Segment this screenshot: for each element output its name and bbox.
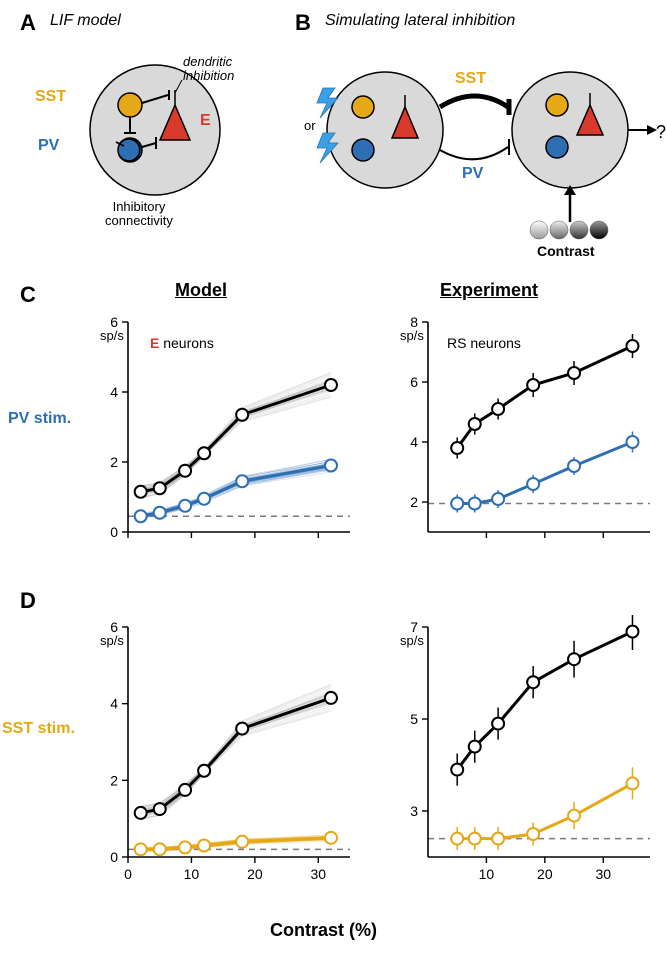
svg-text:sp/s: sp/s (400, 328, 424, 343)
panel-b-sst-label: SST (455, 70, 486, 88)
panel-a-letter: A (20, 10, 36, 36)
panel-b-letter: B (295, 10, 311, 36)
svg-text:2: 2 (110, 454, 118, 470)
svg-text:0: 0 (124, 866, 132, 882)
plot-model-pv: 0246sp/s (80, 310, 360, 580)
panel-a-e-label: E (200, 112, 211, 130)
plot-exp-sst: 102030357sp/s (380, 615, 660, 905)
panel-b-q: ? (656, 122, 666, 143)
svg-text:4: 4 (410, 434, 418, 450)
panel-d-letter: D (20, 588, 36, 614)
panel-b-contrast-label: Contrast (537, 243, 595, 259)
svg-text:4: 4 (110, 384, 118, 400)
panel-b-diagram (295, 35, 665, 255)
model-header: Model (175, 280, 227, 301)
svg-text:2: 2 (410, 494, 418, 510)
svg-text:sp/s: sp/s (400, 633, 424, 648)
panel-c-letter: C (20, 282, 36, 308)
panel-b-or: or (304, 118, 316, 133)
sst-stim-label: SST stim. (2, 720, 75, 738)
panel-b-title: Simulating lateral inhibition (325, 12, 515, 30)
panel-a-dend-label: dendriticinhibition (183, 55, 234, 84)
panel-a-title: LIF model (50, 12, 121, 30)
svg-text:5: 5 (410, 711, 418, 727)
panel-a-pv-label: PV (38, 137, 59, 155)
svg-text:10: 10 (184, 866, 200, 882)
svg-text:20: 20 (247, 866, 263, 882)
svg-text:4: 4 (110, 696, 118, 712)
e-neurons-label: E neurons (150, 335, 214, 351)
svg-text:10: 10 (479, 866, 495, 882)
svg-text:6: 6 (410, 374, 418, 390)
svg-text:0: 0 (110, 849, 118, 865)
svg-text:sp/s: sp/s (100, 328, 124, 343)
experiment-header: Experiment (440, 280, 538, 301)
svg-text:sp/s: sp/s (100, 633, 124, 648)
pv-stim-label: PV stim. (8, 410, 71, 428)
plot-model-sst: 01020300246sp/s (80, 615, 360, 905)
contrast-axis-label: Contrast (%) (270, 920, 377, 941)
svg-text:30: 30 (595, 866, 611, 882)
panel-b-pv-label: PV (462, 165, 483, 183)
rs-neurons-label: RS neurons (447, 335, 521, 351)
panel-a-sst-label: SST (35, 88, 66, 106)
svg-text:20: 20 (537, 866, 553, 882)
panel-a-conn-label: Inhibitoryconnectivity (105, 200, 173, 229)
svg-text:30: 30 (310, 866, 326, 882)
svg-text:2: 2 (110, 772, 118, 788)
svg-text:0: 0 (110, 524, 118, 540)
svg-text:3: 3 (410, 803, 418, 819)
